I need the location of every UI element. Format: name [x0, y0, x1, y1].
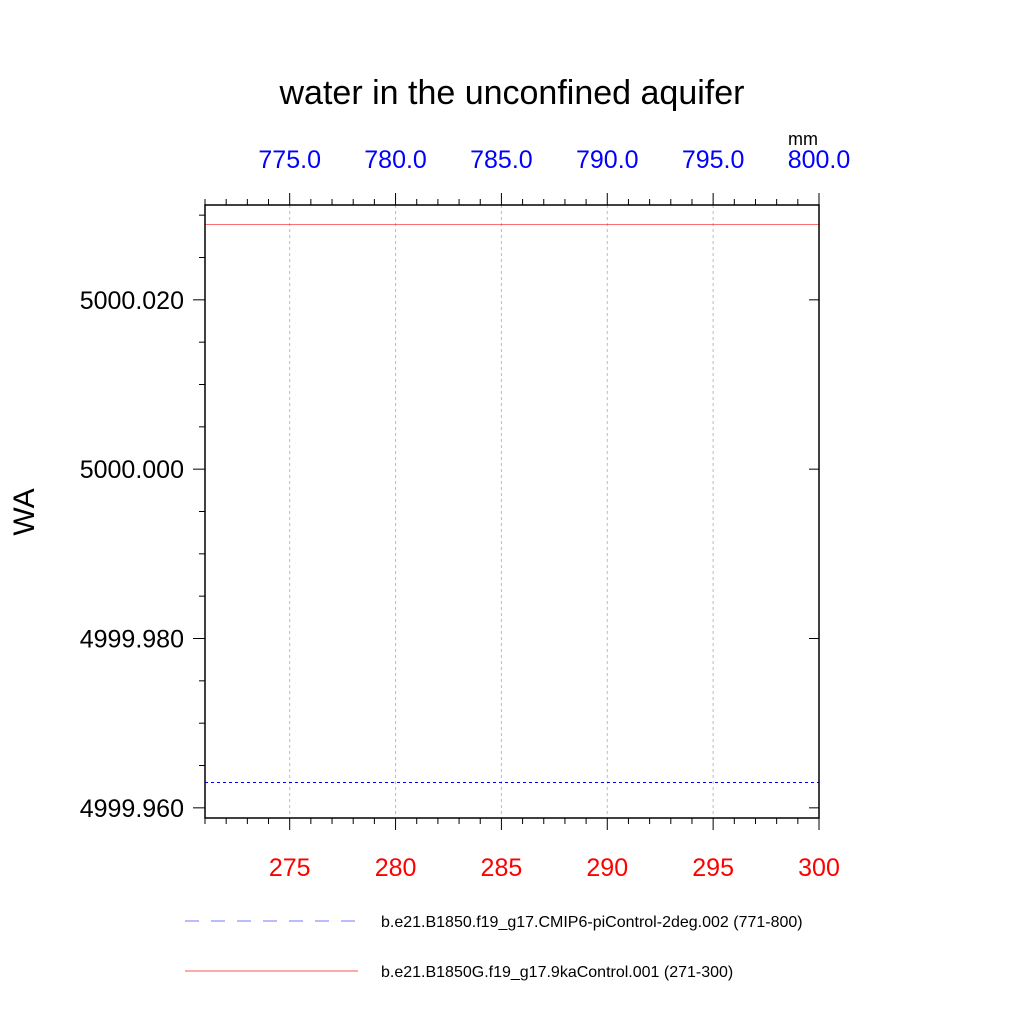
x-top-tick-label-1: 780.0: [364, 146, 427, 174]
plot-frame: [204, 204, 820, 819]
x-bottom-tick-label-5: 300: [798, 854, 840, 882]
x-top-tick-label-3: 790.0: [576, 146, 639, 174]
x-axis-bottom: 275 280 285 290 295 300: [204, 818, 840, 882]
x-top-tick-label-2: 785.0: [470, 146, 533, 174]
y-axis-label: WA: [8, 488, 41, 535]
series-lines: [205, 224, 819, 783]
y-tick-label-2: 5000.000: [80, 456, 184, 484]
y-tick-label-0: 4999.960: [80, 795, 184, 823]
y-tick-label-3: 5000.020: [80, 287, 184, 315]
x-top-tick-label-0: 775.0: [258, 146, 321, 174]
y-tick-label-1: 4999.980: [80, 626, 184, 654]
x-bottom-tick-label-2: 285: [481, 854, 523, 882]
x-bottom-tick-label-1: 280: [375, 854, 417, 882]
x-bottom-tick-label-4: 295: [692, 854, 734, 882]
x-bottom-tick-label-0: 275: [269, 854, 311, 882]
legend-label-0: b.e21.B1850.f19_g17.CMIP6-piControl-2deg…: [381, 914, 803, 931]
x-bottom-tick-label-3: 290: [586, 854, 628, 882]
grid-lines: [289, 205, 820, 818]
x-axis-top: 775.0 780.0 785.0 790.0 795.0 800.0: [204, 146, 851, 205]
legend-label-1: b.e21.B1850G.f19_g17.9kaControl.001 (271…: [381, 964, 733, 981]
chart-title: water in the unconfined aquifer: [279, 74, 745, 112]
x-top-tick-label-4: 795.0: [682, 146, 745, 174]
units-label: mm: [788, 129, 818, 149]
y-axis: 4999.960 4999.980 5000.000 5000.020: [80, 214, 819, 823]
x-top-tick-label-5: 800.0: [788, 146, 851, 174]
legend: b.e21.B1850.f19_g17.CMIP6-piControl-2deg…: [185, 914, 803, 981]
